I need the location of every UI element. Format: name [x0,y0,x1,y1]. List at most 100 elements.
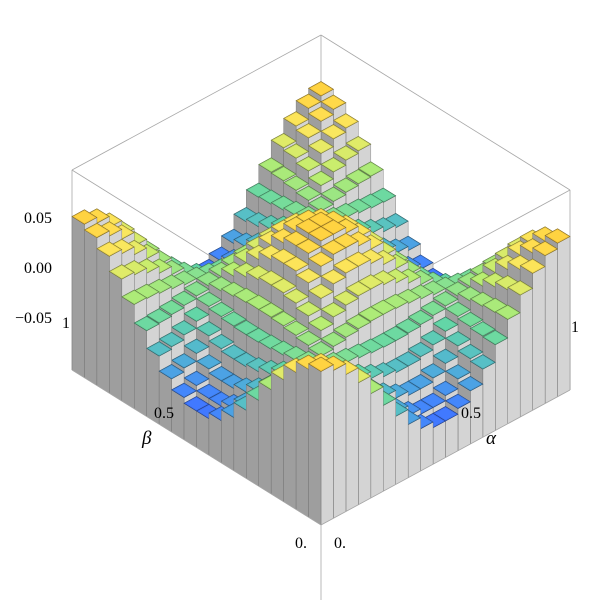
bar-top-highlight [397,290,419,303]
bar-top-highlight [198,355,220,368]
bar-top-highlight [472,355,494,368]
bar-top-highlight [435,407,456,420]
bar-side [383,398,396,492]
bar-side [507,312,521,425]
bar-top-highlight [347,282,369,295]
bar-top-highlight [161,333,183,346]
bar-top-highlight [322,357,344,370]
bar-side [283,364,297,510]
bar-top-highlight [260,158,282,172]
bar-top-highlight [335,349,357,362]
bar-top-highlight [322,188,344,201]
bar-top-highlight [534,242,556,255]
bar-top-highlight [273,250,295,263]
bar-top-highlight [360,275,382,288]
bar-top-highlight [422,331,444,344]
bar-top-highlight [335,146,357,160]
z-tick-label: 0.05 [24,210,52,227]
bar-top-highlight [173,271,195,285]
bar-top-highlight [472,322,494,335]
bar-side [544,248,558,404]
bar-top-highlight [385,327,407,340]
bar-top-highlight [148,309,170,322]
bar-top-highlight [410,343,432,356]
bar-side [121,296,135,410]
bar-top-highlight [123,261,145,274]
bar-top-highlight [459,345,481,358]
bar-top-highlight [123,291,145,304]
bar-top-highlight [310,317,332,330]
bar-top-highlight [447,303,469,316]
bar-top-highlight [397,382,419,395]
bar-side [432,420,446,465]
bar-top-highlight [397,352,419,365]
bar-top-highlight [73,210,95,224]
bar-side [333,363,347,519]
bar-side [134,322,147,417]
z-tick-label: −0.05 [15,310,52,327]
box-edge [71,34,322,171]
bar-side [246,392,259,487]
bar-top-highlight [335,324,357,337]
bar-top-highlight [198,322,220,335]
bar-top-highlight [173,384,195,397]
bar-side [370,386,384,499]
bar-top-highlight [223,345,245,358]
bar-top-highlight [447,365,469,378]
bar-top-highlight [298,240,320,253]
bar-top-highlight [422,302,444,315]
bar-top-highlight [273,134,295,147]
bar-top-highlight [248,329,270,342]
bar-top-highlight [322,158,344,171]
bar-top-highlight [335,219,357,233]
bar-top-highlight [347,315,369,328]
bar-top-highlight [410,375,432,388]
bar-top-highlight [372,189,394,202]
bar-top-highlight [322,241,344,254]
bar-top-highlight [422,364,444,377]
bar-top-highlight [210,367,232,380]
bar-top-highlight [285,232,307,245]
bar-top-highlight [273,167,295,180]
bar-top-highlight [422,394,444,407]
bar-side [271,371,284,503]
bar-top-highlight [148,342,170,355]
bar-side [258,381,272,495]
bar-top-highlight [298,269,320,282]
bar-top-highlight [310,172,332,185]
bar-top-highlight [447,332,469,345]
bar-top-highlight [385,295,407,308]
bar-top-highlight [310,213,332,226]
bar-top-highlight [372,301,394,314]
bar-top-highlight [385,269,407,283]
bar-top-highlight [223,312,245,325]
bar-top-highlight [335,179,357,192]
bar-side [358,375,371,506]
bar-top-highlight [360,340,382,353]
z-tick-label: 0.00 [24,260,52,277]
bar-top-highlight [322,333,344,346]
tick-labels: 0. 0.5 1 0. 0.5 1 0.05 0.00 −0.05 [15,210,579,552]
bar-top-highlight [273,279,295,292]
bar-side [445,413,459,458]
bar-top-highlight [136,259,158,273]
bar-side [395,409,409,485]
bar-top-highlight [422,281,444,295]
bar-top-highlight [136,285,158,298]
bar-top-highlight [509,281,531,294]
bar-top-highlight [410,255,432,269]
bar-top-highlight [186,340,207,353]
bar-top-highlight [360,195,382,208]
bar-top-highlight [360,162,382,176]
bar-side [345,367,359,512]
bar-top-highlight [186,308,207,321]
bar-top-highlight [248,296,270,309]
bar-side [221,409,235,472]
bar-top-highlight [273,312,295,325]
bar-top-highlight [385,359,407,372]
bar-top-highlight [372,271,394,284]
y-axis-label: β [141,428,152,449]
bar-top-highlight [435,318,456,331]
x-tick-label: 0.5 [461,405,481,422]
